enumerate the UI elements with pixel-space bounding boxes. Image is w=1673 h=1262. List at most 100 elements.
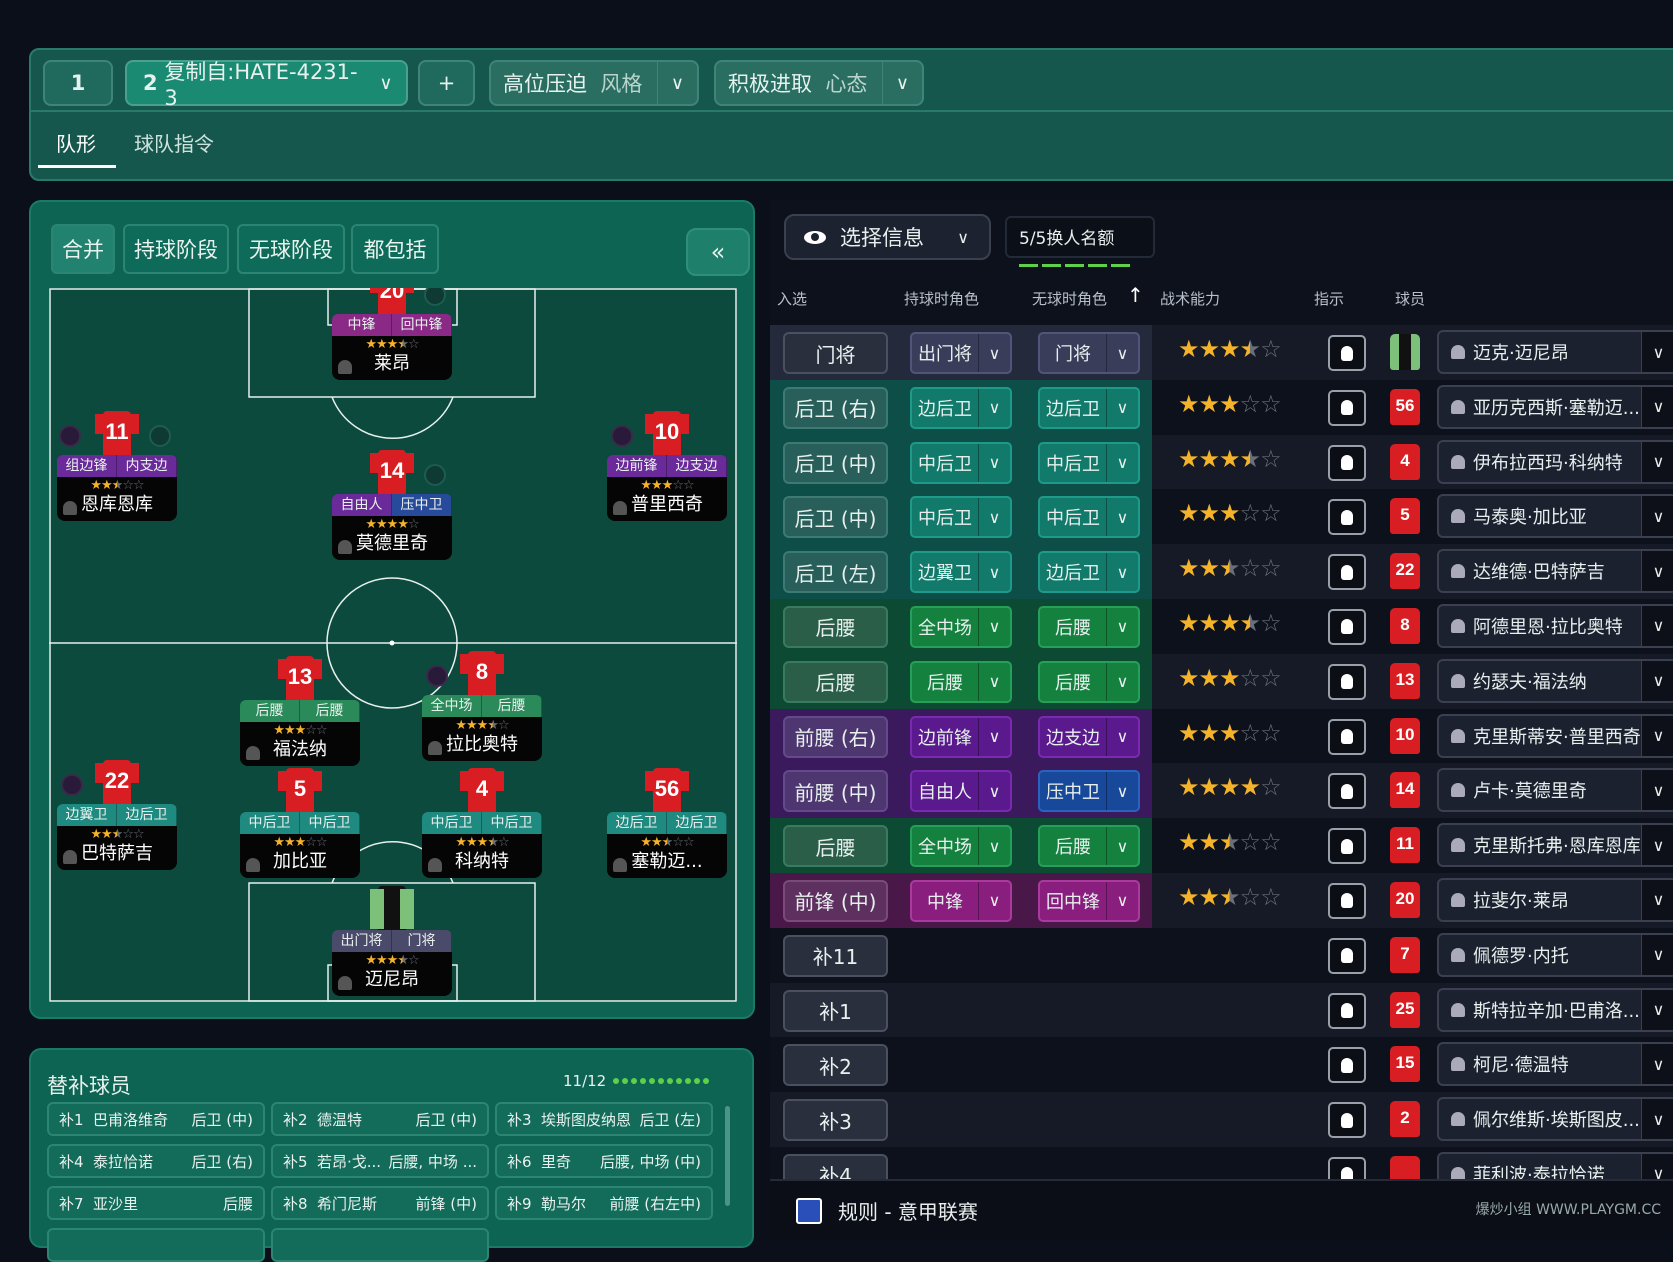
out-possession-role-dropdown[interactable]: 后腰 ∨	[1038, 660, 1140, 703]
phase-tab-combined[interactable]: 合并	[51, 224, 115, 274]
position-select-button[interactable]: 前腰 (右)	[783, 715, 888, 758]
style-dropdown[interactable]: 高位压迫 风格 ∨	[489, 60, 699, 106]
player-dropdown[interactable]: 达维德·巴特萨吉 ∨	[1437, 549, 1673, 594]
player-instructions-button[interactable]	[1328, 828, 1366, 865]
sub-slot[interactable]: 补8 希门尼斯 前锋 (中)	[271, 1186, 489, 1220]
rules-label[interactable]: 规则 - 意甲联赛	[838, 1200, 978, 1224]
player-dropdown[interactable]: 克里斯托弗·恩库恩库 ∨	[1437, 823, 1673, 868]
player-instructions-button[interactable]	[1328, 499, 1366, 536]
col-header-out-possession[interactable]: 无球时角色	[1032, 290, 1108, 308]
in-possession-role-dropdown[interactable]: 中后卫 ∨	[910, 441, 1012, 484]
player-instructions-button[interactable]	[1328, 1156, 1366, 1179]
player-dropdown[interactable]: 柯尼·德温特 ∨	[1437, 1042, 1673, 1087]
player-instructions-button[interactable]	[1328, 773, 1366, 810]
position-select-button[interactable]: 后卫 (左)	[783, 551, 888, 594]
add-tactic-button[interactable]: +	[418, 60, 475, 106]
out-possession-role-dropdown[interactable]: 边支边 ∨	[1038, 715, 1140, 758]
player-dropdown[interactable]: 约瑟夫·福法纳 ∨	[1437, 658, 1673, 703]
player-dropdown[interactable]: 克里斯蒂安·普里西奇 ∨	[1437, 713, 1673, 758]
player-dropdown[interactable]: 阿德里恩·拉比奥特 ∨	[1437, 603, 1673, 648]
position-select-button[interactable]: 后卫 (右)	[783, 386, 888, 429]
tactic-slot-2-dropdown[interactable]: 2 复制自:HATE-4231-3 ∨	[125, 60, 408, 110]
player-dropdown[interactable]: 斯特拉辛加·巴甫洛... ∨	[1437, 987, 1673, 1032]
player-dropdown[interactable]: 卢卡·莫德里奇 ∨	[1437, 768, 1673, 813]
col-header-ability[interactable]: 战术能力	[1160, 290, 1221, 308]
player-dropdown[interactable]: 迈克·迈尼昂 ∨	[1437, 330, 1673, 374]
player-dropdown[interactable]: 佩尔维斯·埃斯图皮... ∨	[1437, 1097, 1673, 1142]
player-instructions-button[interactable]	[1328, 1047, 1366, 1084]
out-possession-role-dropdown[interactable]: 边后卫 ∨	[1038, 551, 1140, 594]
out-possession-role-dropdown[interactable]: 门将 ∨	[1038, 332, 1140, 374]
sub-slot[interactable]	[271, 1228, 489, 1262]
out-possession-role-dropdown[interactable]: 回中锋 ∨	[1038, 879, 1140, 922]
position-select-button[interactable]: 门将	[783, 332, 888, 374]
sub-slot[interactable]: 补3 埃斯图皮纳恩 后卫 (左)	[495, 1102, 713, 1136]
in-possession-role-dropdown[interactable]: 边翼卫 ∨	[910, 551, 1012, 594]
subs-scrollbar[interactable]	[725, 1106, 730, 1206]
tab-team-instructions[interactable]: 球队指令	[134, 132, 214, 156]
col-header-in-possession[interactable]: 持球时角色	[904, 290, 980, 308]
player-instructions-button[interactable]	[1328, 335, 1366, 371]
sort-arrow-up-icon[interactable]: ↑	[1127, 283, 1144, 307]
position-select-button[interactable]: 前锋 (中)	[783, 879, 888, 922]
player-instructions-button[interactable]	[1328, 663, 1366, 700]
position-select-button[interactable]: 补4	[783, 1153, 888, 1179]
in-possession-role-dropdown[interactable]: 中后卫 ∨	[910, 496, 1012, 539]
player-dropdown[interactable]: 佩德罗·内托 ∨	[1437, 932, 1673, 977]
out-possession-role-dropdown[interactable]: 中后卫 ∨	[1038, 441, 1140, 484]
sub-slot[interactable]: 补7 亚沙里 后腰	[47, 1186, 265, 1220]
out-possession-role-dropdown[interactable]: 压中卫 ∨	[1038, 770, 1140, 813]
out-possession-role-dropdown[interactable]: 后腰 ∨	[1038, 605, 1140, 648]
player-instructions-button[interactable]	[1328, 937, 1366, 974]
player-instructions-button[interactable]	[1328, 1102, 1366, 1139]
player-instructions-button[interactable]	[1328, 389, 1366, 426]
in-possession-role-dropdown[interactable]: 边后卫 ∨	[910, 386, 1012, 429]
position-select-button[interactable]: 补2	[783, 1044, 888, 1087]
position-select-button[interactable]: 补3	[783, 1099, 888, 1142]
player-dropdown[interactable]: 伊布拉西玛·科纳特 ∨	[1437, 439, 1673, 484]
sub-slot[interactable]: 补6 里奇 后腰, 中场 (中)	[495, 1144, 713, 1178]
position-select-button[interactable]: 补1	[783, 989, 888, 1032]
player-dropdown[interactable]: 拉斐尔·莱昂 ∨	[1437, 877, 1673, 922]
sub-slot[interactable]: 补5 若昂·戈... 后腰, 中场 ...	[271, 1144, 489, 1178]
sub-slot[interactable]: 补2 德温特 后卫 (中)	[271, 1102, 489, 1136]
player-instructions-button[interactable]	[1328, 444, 1366, 481]
position-select-button[interactable]: 后卫 (中)	[783, 496, 888, 539]
col-header-player[interactable]: 球员	[1395, 290, 1426, 308]
in-possession-role-dropdown[interactable]: 中锋 ∨	[910, 879, 1012, 922]
phase-tab-both[interactable]: 都包括	[351, 224, 439, 274]
in-possession-role-dropdown[interactable]: 全中场 ∨	[910, 605, 1012, 648]
out-possession-role-dropdown[interactable]: 中后卫 ∨	[1038, 496, 1140, 539]
player-dropdown[interactable]: 菲利波·泰拉恰诺 ∨	[1437, 1151, 1673, 1179]
position-select-button[interactable]: 补11	[783, 934, 888, 977]
phase-tab-out-possession[interactable]: 无球阶段	[237, 224, 345, 274]
position-select-button[interactable]: 后卫 (中)	[783, 441, 888, 484]
position-select-button[interactable]: 后腰	[783, 660, 888, 703]
sub-slot[interactable]: 补1 巴甫洛维奇 后卫 (中)	[47, 1102, 265, 1136]
collapse-panel-button[interactable]: «	[686, 228, 750, 276]
player-instructions-button[interactable]	[1328, 718, 1366, 755]
player-dropdown[interactable]: 亚历克西斯·塞勒迈... ∨	[1437, 384, 1673, 429]
in-possession-role-dropdown[interactable]: 自由人 ∨	[910, 770, 1012, 813]
col-header-selected[interactable]: 入选	[777, 290, 808, 308]
mentality-dropdown[interactable]: 积极进取 心态 ∨	[714, 60, 924, 106]
in-possession-role-dropdown[interactable]: 出门将 ∨	[910, 332, 1012, 374]
out-possession-role-dropdown[interactable]: 后腰 ∨	[1038, 825, 1140, 868]
in-possession-role-dropdown[interactable]: 后腰 ∨	[910, 660, 1012, 703]
in-possession-role-dropdown[interactable]: 边前锋 ∨	[910, 715, 1012, 758]
player-instructions-button[interactable]	[1328, 608, 1366, 645]
phase-tab-in-possession[interactable]: 持球阶段	[123, 224, 229, 274]
position-select-button[interactable]: 前腰 (中)	[783, 770, 888, 813]
sub-slot[interactable]: 补4 泰拉恰诺 后卫 (右)	[47, 1144, 265, 1178]
player-instructions-button[interactable]	[1328, 882, 1366, 919]
select-info-dropdown[interactable]: 选择信息 ∨	[784, 214, 991, 260]
tab-formation[interactable]: 队形	[56, 132, 96, 156]
player-instructions-button[interactable]	[1328, 992, 1366, 1029]
in-possession-role-dropdown[interactable]: 全中场 ∨	[910, 825, 1012, 868]
tactic-slot-1-button[interactable]: 1	[43, 60, 113, 106]
out-possession-role-dropdown[interactable]: 边后卫 ∨	[1038, 386, 1140, 429]
player-dropdown[interactable]: 马泰奥·加比亚 ∨	[1437, 494, 1673, 539]
col-header-instructions[interactable]: 指示	[1314, 290, 1345, 308]
position-select-button[interactable]: 后腰	[783, 605, 888, 648]
sub-slot[interactable]: 补9 勒马尔 前腰 (右左中)	[495, 1186, 713, 1220]
